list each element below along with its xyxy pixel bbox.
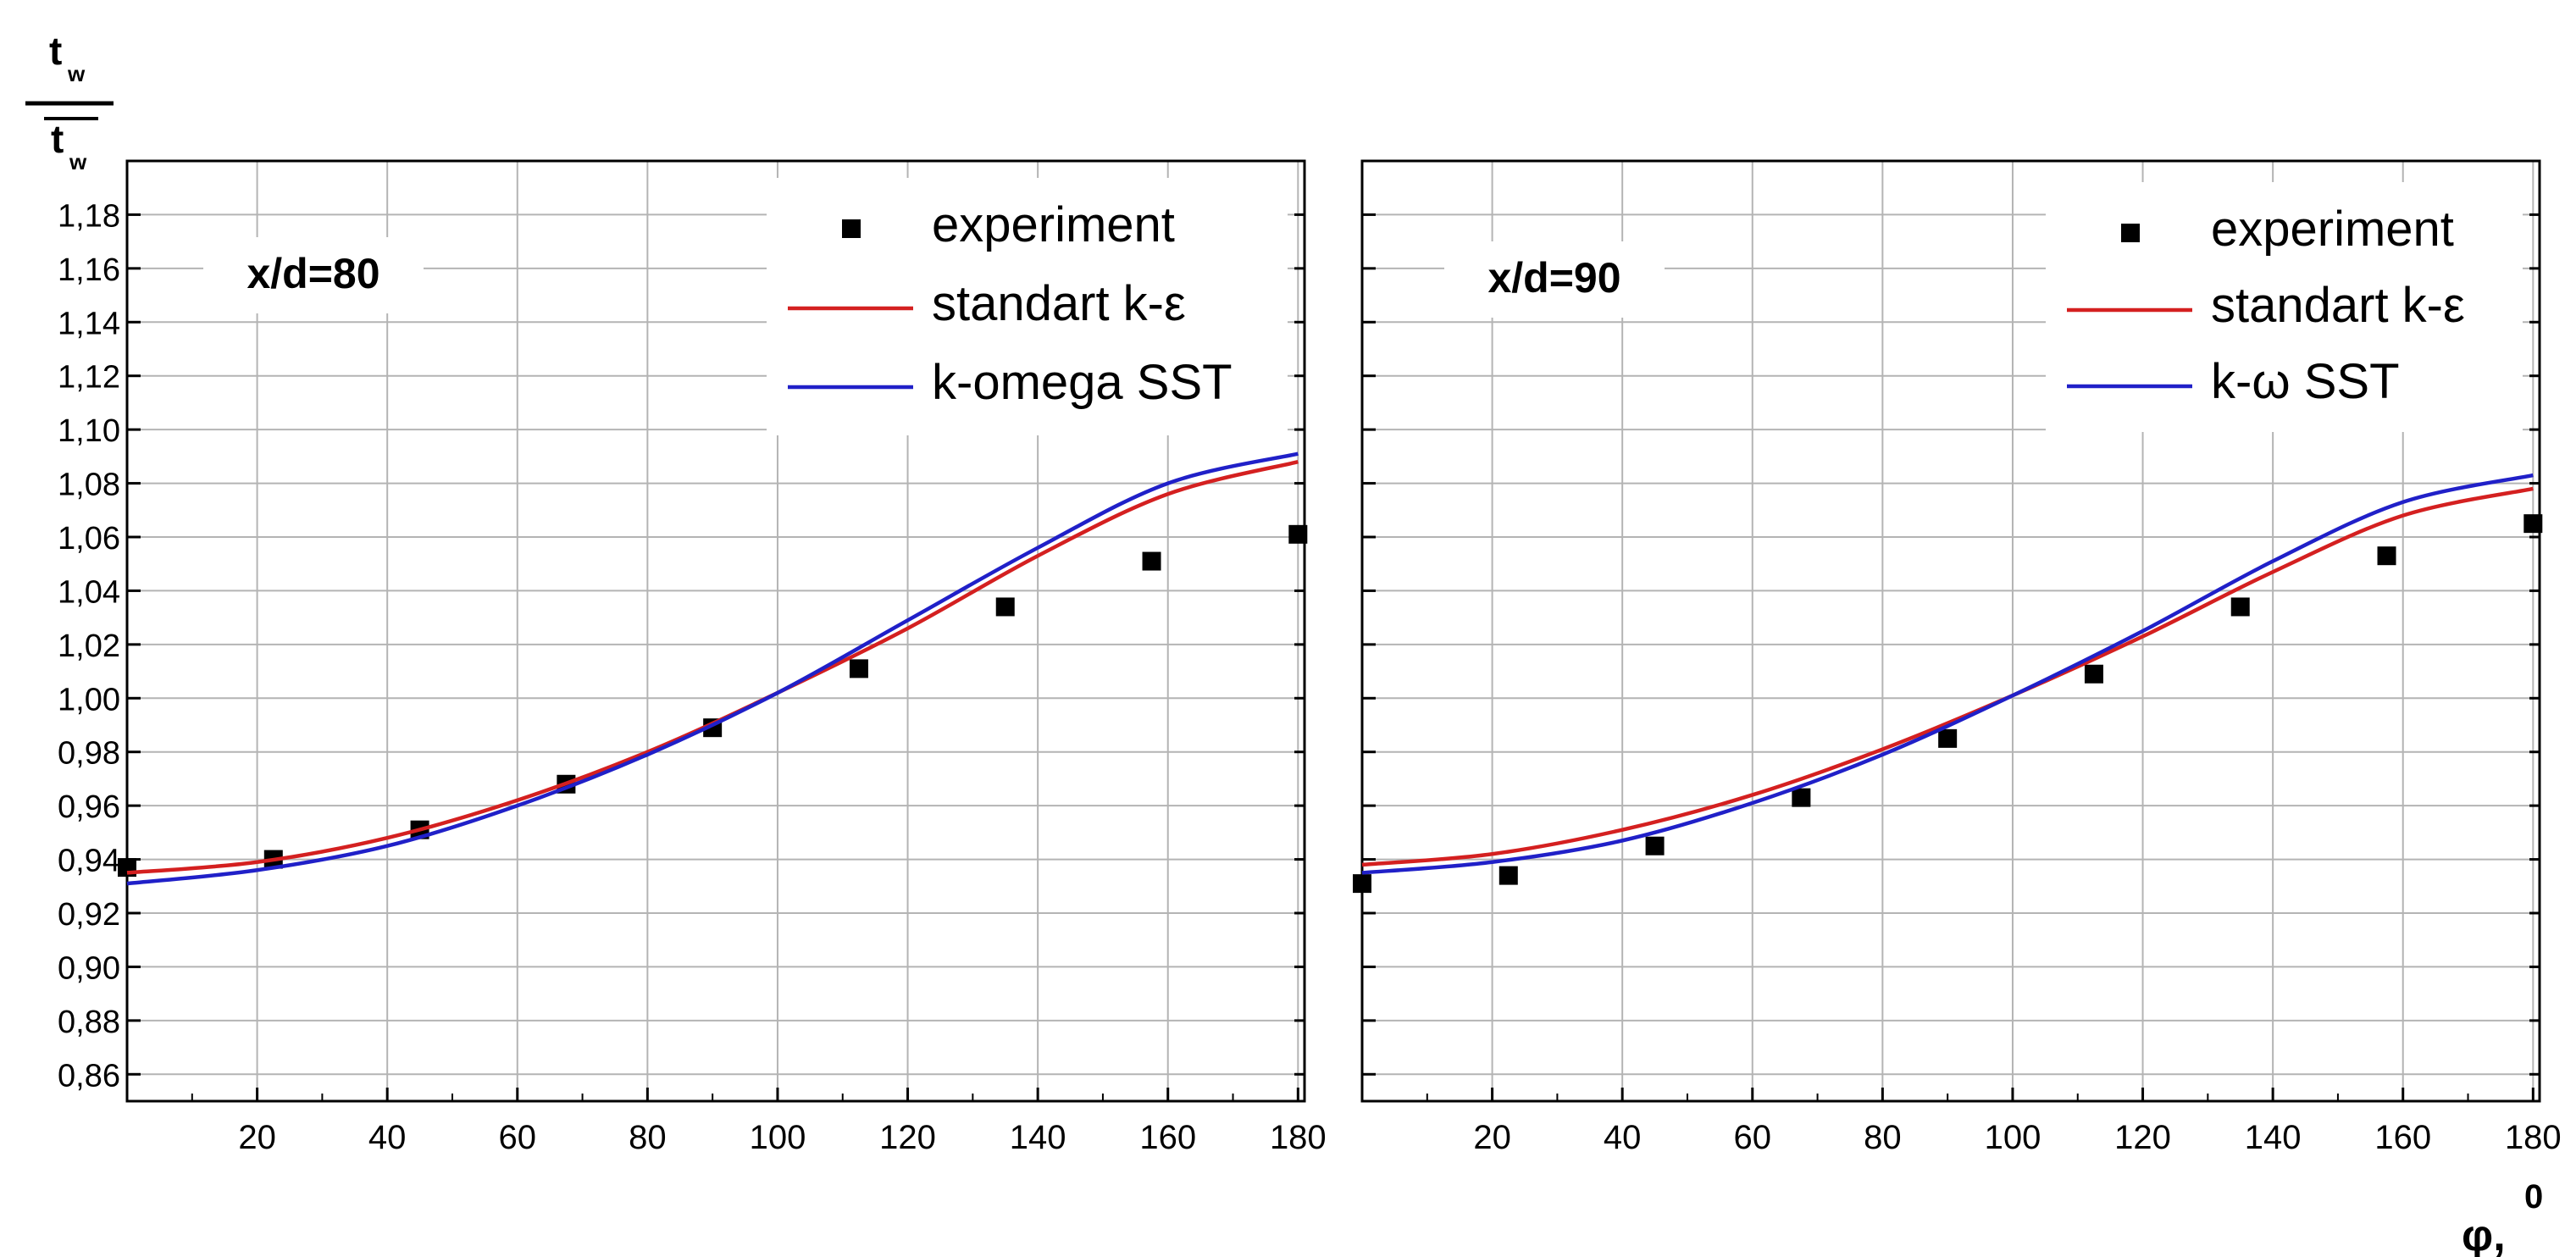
- experiment-point: [849, 659, 868, 678]
- y-tick-label: 0,96: [58, 789, 120, 825]
- y-tick-label: 1,04: [58, 574, 120, 610]
- line-k-omega-sst: [1361, 473, 2534, 875]
- x-tick-label: 140: [2245, 1119, 2302, 1156]
- y-tick-label: 1,02: [58, 628, 120, 664]
- experiment-point: [1938, 728, 1958, 748]
- plot-frame: [1360, 159, 2541, 1103]
- experiment-point: [1792, 788, 1811, 807]
- panel-annotation: x/d=80: [247, 250, 379, 297]
- x-tick-label: 20: [238, 1119, 276, 1156]
- legend-label: standart k-ε: [2211, 278, 2465, 333]
- x-tick-label: 160: [1139, 1119, 1196, 1156]
- y-tick-label: 1,10: [58, 413, 120, 449]
- y-tick-label: 1,06: [58, 521, 120, 557]
- x-tick-label: 160: [2374, 1119, 2431, 1156]
- chart-panel-left: 20 40 60 80 100 120 140 160 180 0,86 0,88 0,90 0,92 0…: [58, 159, 1327, 1156]
- y-label-denominator-sub: w: [69, 149, 87, 174]
- legend-label: standart k-ε: [932, 276, 1186, 331]
- y-tick-label: 1,14: [58, 306, 120, 341]
- x-tick-label: 60: [1734, 1119, 1772, 1156]
- y-label-denominator: t: [51, 117, 64, 161]
- y-axis-label: t w t w: [25, 29, 114, 174]
- x-label-text: φ,: [2462, 1211, 2506, 1257]
- x-tick-label: 180: [1270, 1119, 1327, 1156]
- x-tick-label: 100: [750, 1119, 806, 1156]
- y-tick-label: 1,00: [58, 682, 120, 717]
- x-tick-label: 40: [368, 1119, 407, 1156]
- annotation-background: [203, 237, 424, 313]
- experiment-point: [1499, 866, 1518, 885]
- legend-label: k-ω SST: [2211, 354, 2400, 409]
- y-label-numerator-sub: w: [67, 61, 86, 86]
- experiment-point: [1645, 836, 1665, 856]
- y-label-numerator: t: [49, 29, 62, 73]
- x-tick-label: 180: [2505, 1119, 2562, 1156]
- line-k-omega-sst: [126, 451, 1299, 886]
- experiment-point: [1353, 874, 1371, 894]
- y-tick-label: 1,18: [58, 198, 120, 234]
- x-tick-label: 60: [499, 1119, 537, 1156]
- x-tick-label: 140: [1010, 1119, 1066, 1156]
- x-tick-label: 120: [2114, 1119, 2171, 1156]
- x-tick-label: 100: [1985, 1119, 2041, 1156]
- x-tick-label: 20: [1473, 1119, 1511, 1156]
- line-standart-k-epsilon: [1361, 486, 2534, 867]
- panel-annotation: x/d=90: [1487, 254, 1620, 302]
- experiment-point: [995, 597, 1015, 617]
- legend-label: experiment: [2211, 202, 2454, 257]
- y-tick-label: 0,94: [58, 844, 120, 879]
- chart-panel-right: 20 40 60 80 100 120 140 160 180 x/d=90 experiment s…: [1353, 159, 2562, 1156]
- x-label-sup: 0: [2524, 1178, 2543, 1215]
- legend-marker-experiment: [842, 219, 861, 238]
- experiment-point: [2377, 546, 2396, 566]
- experiment-point: [2523, 514, 2543, 534]
- x-axis-label: 0 φ,: [2462, 1178, 2543, 1257]
- legend-label: k-omega SST: [932, 355, 1233, 410]
- experiment-point: [1288, 524, 1308, 544]
- y-tick-label: 1,12: [58, 360, 120, 396]
- x-tick-label: 120: [879, 1119, 936, 1156]
- y-tick-label: 0,92: [58, 897, 120, 933]
- x-tick-label: 40: [1604, 1119, 1642, 1156]
- plot-frame: [125, 159, 1306, 1103]
- y-tick-label: 0,86: [58, 1058, 120, 1094]
- legend-marker-experiment: [2121, 224, 2140, 242]
- y-tick-label: 1,08: [58, 468, 120, 503]
- legend-label: experiment: [932, 197, 1175, 252]
- experiment-point: [2230, 597, 2250, 617]
- y-tick-label: 1,16: [58, 252, 120, 288]
- x-tick-label: 80: [629, 1119, 667, 1156]
- y-tick-label: 0,90: [58, 950, 120, 986]
- y-tick-label: 0,88: [58, 1005, 120, 1040]
- line-standart-k-epsilon: [126, 460, 1299, 875]
- experiment-point: [2084, 664, 2103, 684]
- experiment-point: [1142, 551, 1161, 571]
- annotation-background: [1444, 241, 1665, 318]
- y-tick-label: 0,98: [58, 736, 120, 772]
- x-tick-label: 80: [1864, 1119, 1902, 1156]
